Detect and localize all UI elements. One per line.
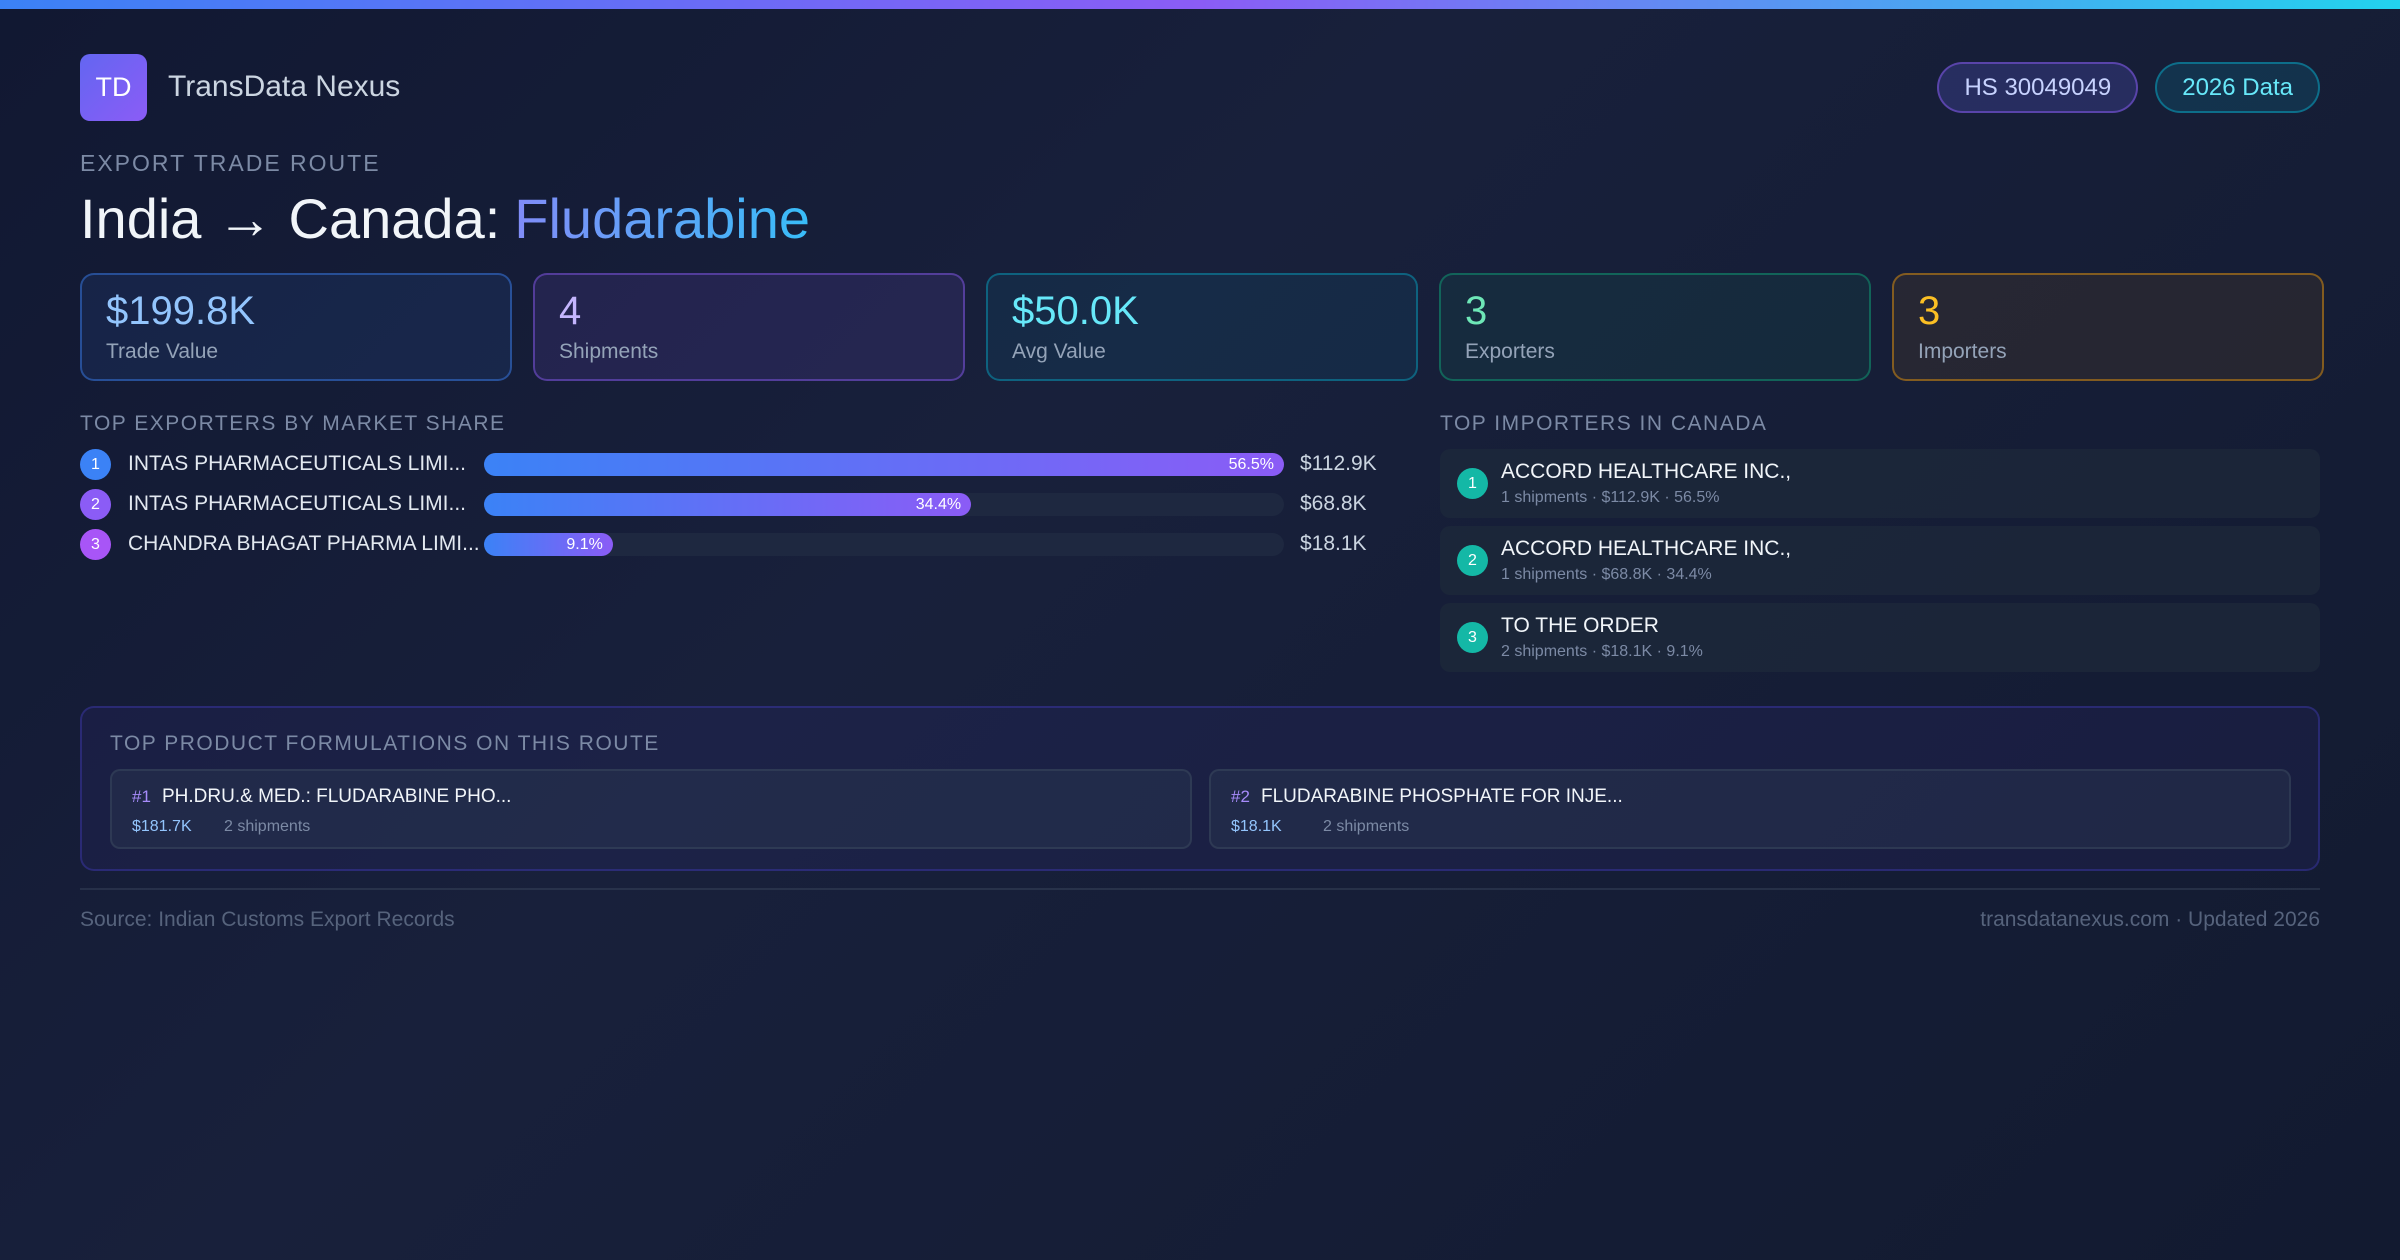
- stat-card: 3 Importers: [1892, 273, 2324, 381]
- formulation-shipments: 2 shipments: [1323, 818, 1410, 835]
- share-label: 34.4%: [915, 496, 962, 513]
- stat-value: 4: [559, 289, 582, 333]
- stat-label: Avg Value: [1012, 340, 1106, 363]
- accent-bar: [0, 0, 2400, 9]
- exporter-name: INTAS PHARMACEUTICALS LIMI...: [128, 492, 466, 515]
- exporter-name: INTAS PHARMACEUTICALS LIMI...: [128, 452, 466, 475]
- importer-card: 1 ACCORD HEALTHCARE INC., 1 shipments · $1…: [1440, 449, 2320, 518]
- rank: 3: [80, 529, 111, 560]
- formulation-value: $181.7K: [132, 818, 192, 835]
- formulation-name: FLUDARABINE PHOSPHATE FOR INJE...: [1261, 786, 1623, 807]
- badge[interactable]: 2026 Data: [2155, 62, 2320, 113]
- stat-label: Exporters: [1465, 340, 1555, 363]
- brand: TransData Nexus: [168, 70, 401, 103]
- stat-value: $50.0K: [1012, 289, 1139, 333]
- stat-card: $199.8K Trade Value: [80, 273, 512, 381]
- source: Source: Indian Customs Export Records: [80, 908, 455, 931]
- bar-track: 9.1%: [484, 533, 1284, 556]
- stats: $199.8K Trade Value 4 Shipments $50.0K Avg Va…: [80, 273, 2324, 381]
- exporter-row: 1 INTAS PHARMACEUTICALS LIMI... 56.5% $112.…: [80, 449, 1380, 480]
- exporters-heading: TOP EXPORTERS BY MARKET SHARE: [80, 412, 506, 435]
- rank: 2: [80, 489, 111, 520]
- importer-detail: 1 shipments · $112.9K · 56.5%: [1501, 489, 1720, 506]
- stat-value: 3: [1465, 289, 1488, 333]
- share-label: 56.5%: [1228, 456, 1274, 473]
- exporter-name: CHANDRA BHAGAT PHARMA LIMI...: [128, 532, 480, 555]
- exporter-value: $18.1K: [1300, 532, 1367, 555]
- bar: 9.1%: [484, 533, 613, 556]
- route-label: EXPORT TRADE ROUTE: [80, 150, 381, 176]
- rank: 2: [1457, 545, 1488, 576]
- exporter-row: 2 INTAS PHARMACEUTICALS LIMI... 34.4% $68.8…: [80, 489, 1380, 520]
- logo: TD: [80, 54, 147, 121]
- rank: 1: [80, 449, 111, 480]
- route-title: India → Canada:: [80, 187, 501, 250]
- formulation-card: #2 FLUDARABINE PHOSPHATE FOR INJE... $18.1…: [1209, 769, 2291, 849]
- exporter-value: $68.8K: [1300, 492, 1367, 515]
- bar-track: 56.5%: [484, 453, 1284, 476]
- share-label: 9.1%: [566, 536, 603, 553]
- stat-label: Shipments: [559, 340, 659, 363]
- formulations: TOP PRODUCT FORMULATIONS ON THIS ROUTE #…: [80, 706, 2320, 871]
- divider: [80, 888, 2320, 890]
- bar-track: 34.4%: [484, 493, 1284, 516]
- formulation-rank: #2: [1231, 787, 1250, 806]
- formulations-heading: TOP PRODUCT FORMULATIONS ON THIS ROUTE: [110, 732, 660, 755]
- badges: HS 30049049 2026 Data: [1937, 62, 2320, 113]
- importer-card: 3 TO THE ORDER 2 shipments · $18.1K · 9.1%: [1440, 603, 2320, 672]
- bar: 34.4%: [484, 493, 972, 516]
- stat-value: 3: [1918, 289, 1941, 333]
- title: India → Canada: Fludarabine: [80, 186, 810, 251]
- stat-card: 3 Exporters: [1439, 273, 1871, 381]
- bar: 56.5%: [484, 453, 1284, 476]
- formulation-card: #1 PH.DRU.& MED.: FLUDARABINE PHO... $181.…: [110, 769, 1192, 849]
- site: transdatanexus.com · Updated 2026: [1980, 908, 2320, 931]
- formulation-shipments: 2 shipments: [224, 818, 311, 835]
- importer-name: ACCORD HEALTHCARE INC.,: [1501, 460, 1792, 483]
- rank: 3: [1457, 622, 1488, 653]
- stat-card: 4 Shipments: [533, 273, 965, 381]
- stat-label: Trade Value: [106, 340, 219, 363]
- importers-heading: TOP IMPORTERS IN CANADA: [1440, 412, 1768, 435]
- exporter-value: $112.9K: [1300, 452, 1377, 475]
- formulation-value: $18.1K: [1231, 818, 1282, 835]
- importer-card: 2 ACCORD HEALTHCARE INC., 1 shipments · $6…: [1440, 526, 2320, 595]
- importer-name: TO THE ORDER: [1501, 614, 1659, 637]
- formulation-name: PH.DRU.& MED.: FLUDARABINE PHO...: [162, 786, 512, 807]
- stat-label: Importers: [1918, 340, 2007, 363]
- badge[interactable]: HS 30049049: [1937, 62, 2139, 113]
- stat-value: $199.8K: [106, 289, 256, 333]
- rank: 1: [1457, 468, 1488, 499]
- formulation-rank: #1: [132, 787, 151, 806]
- importer-detail: 1 shipments · $68.8K · 34.4%: [1501, 566, 1712, 583]
- stat-card: $50.0K Avg Value: [986, 273, 1418, 381]
- exporter-row: 3 CHANDRA BHAGAT PHARMA LIMI... 9.1% $18.1K: [80, 529, 1380, 560]
- importer-name: ACCORD HEALTHCARE INC.,: [1501, 537, 1792, 560]
- importer-detail: 2 shipments · $18.1K · 9.1%: [1501, 643, 1703, 660]
- product: Fludarabine: [514, 187, 811, 250]
